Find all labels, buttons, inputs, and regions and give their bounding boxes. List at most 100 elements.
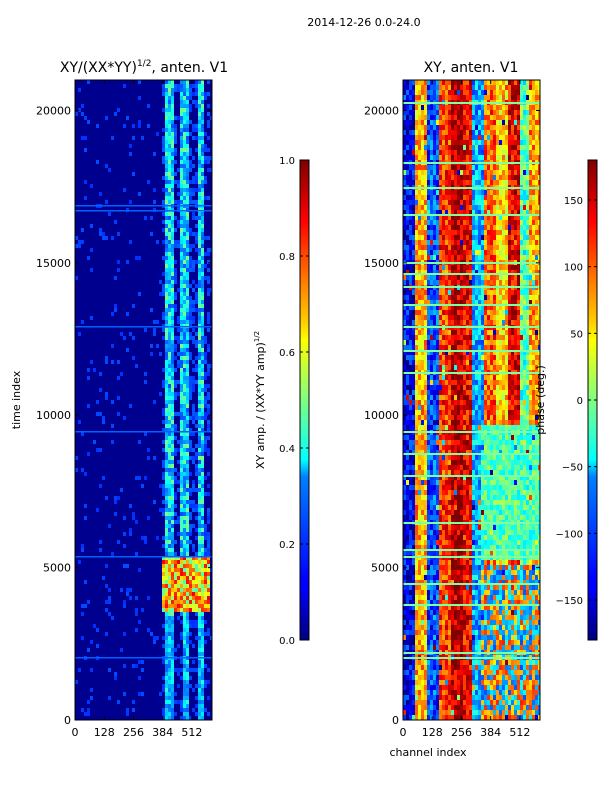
heatmap-cell xyxy=(418,210,421,215)
heatmap-cell xyxy=(460,95,463,100)
heatmap-cell xyxy=(454,545,457,550)
heatmap-cell xyxy=(442,125,445,130)
heatmap-cell xyxy=(84,148,87,152)
heatmap-cell xyxy=(466,305,469,310)
heatmap-cell xyxy=(442,245,445,250)
heatmap-cell xyxy=(433,175,436,180)
heatmap-cell xyxy=(171,692,174,696)
heatmap-cell xyxy=(180,300,183,304)
heatmap-cell xyxy=(409,630,412,635)
heatmap-cell xyxy=(463,135,466,140)
heatmap-cell xyxy=(445,510,448,515)
heatmap-cell xyxy=(433,615,436,620)
heatmap-cell xyxy=(186,140,189,144)
heatmap-cell xyxy=(168,256,171,260)
heatmap-cell xyxy=(186,464,189,468)
heatmap-cell xyxy=(451,480,454,485)
heatmap-cell xyxy=(412,705,415,710)
heatmap-cell xyxy=(421,355,424,360)
heatmap-cell xyxy=(418,395,421,400)
heatmap-cell xyxy=(168,120,171,124)
heatmap-cell xyxy=(165,628,168,632)
heatmap-cell xyxy=(436,140,439,145)
heatmap-cell xyxy=(418,455,421,460)
heatmap-cell xyxy=(192,524,195,528)
heatmap-cell xyxy=(457,690,460,695)
heatmap-cell xyxy=(153,400,156,404)
heatmap-cell xyxy=(168,472,171,476)
heatmap-cell xyxy=(141,608,144,612)
heatmap-cell xyxy=(439,530,442,535)
heatmap-streak xyxy=(75,431,212,433)
heatmap-cell xyxy=(454,540,457,545)
heatmap-cell xyxy=(159,692,162,696)
heatmap-cell xyxy=(463,615,466,620)
heatmap-cell xyxy=(457,135,460,140)
heatmap-cell xyxy=(168,112,171,116)
heatmap-cell xyxy=(186,276,189,280)
heatmap-cell xyxy=(171,244,174,248)
heatmap-cell xyxy=(424,360,427,365)
heatmap-cell xyxy=(183,436,186,440)
heatmap-cell xyxy=(427,310,430,315)
heatmap-cell xyxy=(189,384,192,388)
heatmap-cell xyxy=(192,600,195,604)
heatmap-cell xyxy=(451,490,454,495)
heatmap-cell xyxy=(412,695,415,700)
heatmap-cell xyxy=(409,435,412,440)
heatmap-cell xyxy=(204,536,207,540)
heatmap-cell xyxy=(415,580,418,585)
heatmap-cell xyxy=(454,610,457,615)
heatmap-cell xyxy=(454,200,457,205)
heatmap-cell xyxy=(189,620,192,624)
heatmap-cell xyxy=(445,390,448,395)
heatmap-cell xyxy=(457,140,460,145)
heatmap-cell xyxy=(427,335,430,340)
heatmap-cell xyxy=(442,535,445,540)
heatmap-cell xyxy=(412,390,415,395)
heatmap-cell xyxy=(448,420,451,425)
heatmap-cell xyxy=(433,395,436,400)
heatmap-cell xyxy=(424,340,427,345)
heatmap-cell xyxy=(192,280,195,284)
heatmap-cell xyxy=(439,195,442,200)
heatmap-cell xyxy=(189,108,192,112)
heatmap-cell xyxy=(448,120,451,125)
heatmap-cell xyxy=(418,190,421,195)
heatmap-cell xyxy=(403,675,406,680)
heatmap-cell xyxy=(430,540,433,545)
heatmap-cell xyxy=(165,660,168,664)
heatmap-cell xyxy=(201,248,204,252)
heatmap-cell xyxy=(403,695,406,700)
heatmap-cell xyxy=(192,688,195,692)
heatmap-cell xyxy=(409,205,412,210)
heatmap-cell xyxy=(201,360,204,364)
heatmap-cell xyxy=(189,268,192,272)
heatmap-cell xyxy=(165,180,168,184)
heatmap-cell xyxy=(171,504,174,508)
heatmap-cell xyxy=(168,196,171,200)
heatmap-cell xyxy=(84,196,87,200)
heatmap-cell xyxy=(403,330,406,335)
heatmap-cell xyxy=(421,440,424,445)
heatmap-cell xyxy=(466,590,469,595)
heatmap-cell xyxy=(96,508,99,512)
heatmap-cell xyxy=(183,372,186,376)
heatmap-cell xyxy=(433,120,436,125)
heatmap-cell xyxy=(457,240,460,245)
heatmap-cell xyxy=(192,176,195,180)
heatmap-cell xyxy=(201,256,204,260)
heatmap-cell xyxy=(412,560,415,565)
heatmap-cell xyxy=(186,588,189,592)
heatmap-cell xyxy=(201,232,204,236)
heatmap-cell xyxy=(177,580,180,584)
heatmap-cell xyxy=(168,544,171,548)
heatmap-cell xyxy=(406,700,409,705)
heatmap-cell xyxy=(445,165,448,170)
heatmap-cell xyxy=(409,580,412,585)
heatmap-cell xyxy=(186,552,189,556)
heatmap-cell xyxy=(442,380,445,385)
heatmap-cell xyxy=(433,525,436,530)
heatmap-cell xyxy=(183,712,186,716)
heatmap-cell xyxy=(195,636,198,640)
